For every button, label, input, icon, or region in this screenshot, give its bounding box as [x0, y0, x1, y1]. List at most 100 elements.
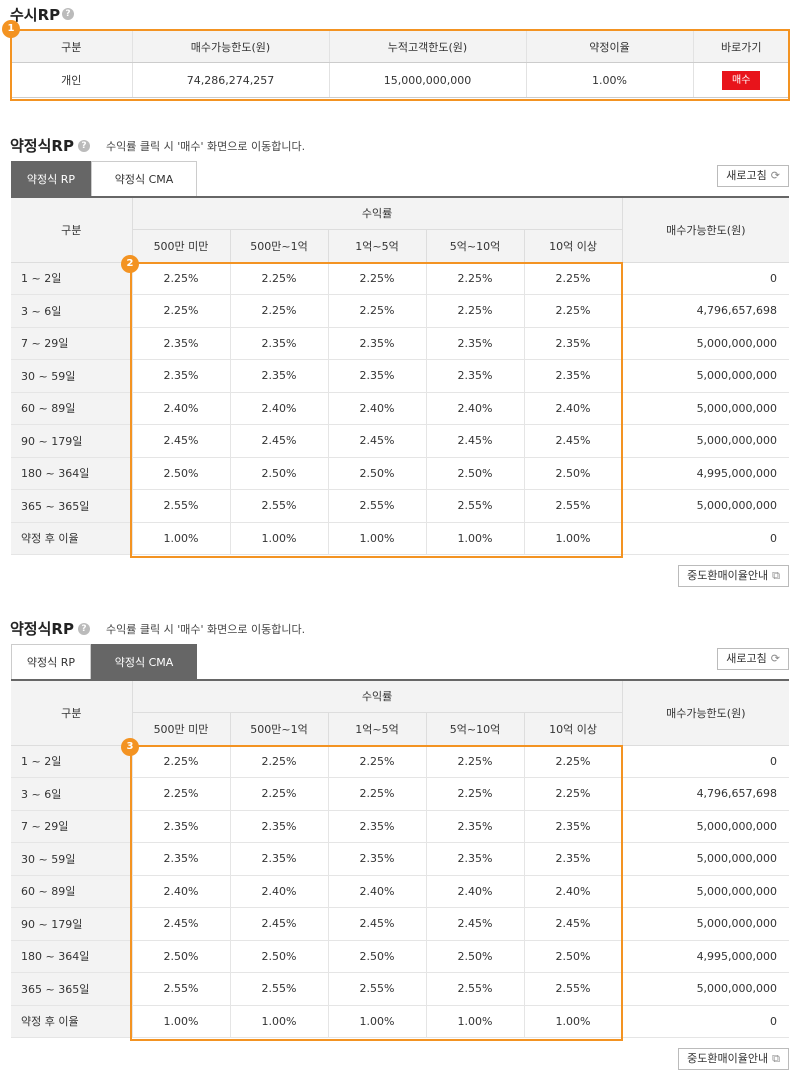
- rate-cell[interactable]: 2.50%: [131, 457, 230, 490]
- rate-cell[interactable]: 2.40%: [425, 875, 524, 908]
- help-icon[interactable]: ?: [78, 623, 90, 635]
- rate-cell[interactable]: 2.50%: [327, 457, 426, 490]
- rate-cell[interactable]: 2.55%: [229, 489, 328, 523]
- refresh-button[interactable]: 새로고침 ⟳: [717, 165, 789, 187]
- rate-cell[interactable]: 2.25%: [229, 777, 328, 811]
- rate-cell[interactable]: 1.00%: [327, 522, 426, 555]
- rate-cell[interactable]: 2.25%: [425, 294, 524, 328]
- rate-cell[interactable]: 2.45%: [523, 424, 623, 458]
- rate-cell[interactable]: 2.25%: [131, 777, 230, 811]
- rate-cell[interactable]: 2.25%: [327, 745, 426, 778]
- rate-cell[interactable]: 2.40%: [327, 875, 426, 908]
- rate-cell[interactable]: 2.25%: [229, 294, 328, 328]
- rate-cell[interactable]: 2.35%: [131, 327, 230, 360]
- rate-cell[interactable]: 2.40%: [523, 875, 623, 908]
- rate-cell[interactable]: 2.35%: [425, 327, 524, 360]
- rate-cell[interactable]: 2.35%: [131, 359, 230, 393]
- rate-cell[interactable]: 2.25%: [131, 294, 230, 328]
- rate-cell[interactable]: 1.00%: [523, 522, 623, 555]
- rate-cell[interactable]: 2.25%: [523, 777, 623, 811]
- rate-cell[interactable]: 2.55%: [229, 972, 328, 1006]
- rate-cell[interactable]: 2.25%: [131, 262, 230, 295]
- rate-cell[interactable]: 2.50%: [229, 940, 328, 973]
- rate-cell[interactable]: 2.35%: [425, 842, 524, 876]
- rate-cell[interactable]: 2.35%: [131, 810, 230, 843]
- early-redemption-rate-button[interactable]: 중도환매이율안내 ⧉: [678, 1048, 789, 1070]
- rate-cell[interactable]: 2.55%: [131, 489, 230, 523]
- help-icon[interactable]: ?: [62, 8, 74, 20]
- rate-cell[interactable]: 2.35%: [327, 810, 426, 843]
- rate-cell[interactable]: 2.50%: [523, 457, 623, 490]
- rate-cell[interactable]: 2.25%: [425, 777, 524, 811]
- rate-cell[interactable]: 2.35%: [523, 810, 623, 843]
- help-icon[interactable]: ?: [78, 140, 90, 152]
- rate-cell[interactable]: 2.25%: [327, 777, 426, 811]
- rate-cell[interactable]: 2.45%: [327, 907, 426, 941]
- rate-cell[interactable]: 2.35%: [229, 810, 328, 843]
- rate-cell[interactable]: 2.55%: [131, 972, 230, 1006]
- rate-cell[interactable]: 2.45%: [131, 424, 230, 458]
- rate-cell[interactable]: 2.45%: [523, 907, 623, 941]
- rate-cell[interactable]: 2.25%: [327, 262, 426, 295]
- tab-fixed-cma-rp[interactable]: 약정식 CMA RP: [91, 161, 197, 221]
- tab-fixed-cma-rp[interactable]: 약정식 CMA RP: [91, 644, 197, 704]
- rate-cell[interactable]: 2.35%: [327, 359, 426, 393]
- tab-fixed-rp[interactable]: 약정식 RP: [11, 161, 91, 196]
- rate-cell[interactable]: 1.00%: [131, 522, 230, 555]
- rate-cell[interactable]: 2.40%: [131, 875, 230, 908]
- rate-cell[interactable]: 2.35%: [229, 842, 328, 876]
- rate-cell[interactable]: 2.45%: [425, 424, 524, 458]
- rate-cell[interactable]: 2.55%: [425, 972, 524, 1006]
- rate-cell[interactable]: 2.35%: [425, 359, 524, 393]
- rate-cell[interactable]: 2.25%: [229, 262, 328, 295]
- rate-cell[interactable]: 2.35%: [523, 842, 623, 876]
- rate-cell[interactable]: 2.50%: [425, 940, 524, 973]
- rate-cell[interactable]: 2.25%: [425, 262, 524, 295]
- buy-button[interactable]: 매수: [722, 70, 761, 90]
- rate-cell[interactable]: 2.40%: [229, 875, 328, 908]
- rate-cell[interactable]: 2.25%: [523, 745, 623, 778]
- rate-cell[interactable]: 2.55%: [327, 489, 426, 523]
- rate-cell[interactable]: 2.25%: [523, 294, 623, 328]
- rate-cell[interactable]: 1.00%: [425, 522, 524, 555]
- rate-cell[interactable]: 2.40%: [327, 392, 426, 425]
- rate-cell[interactable]: 1.00%: [425, 1005, 524, 1038]
- rate-cell[interactable]: 2.55%: [523, 972, 623, 1006]
- rate-cell[interactable]: 2.40%: [425, 392, 524, 425]
- rate-cell[interactable]: 1.00%: [229, 1005, 328, 1038]
- rate-cell[interactable]: 2.25%: [229, 745, 328, 778]
- rate-cell[interactable]: 2.35%: [327, 327, 426, 360]
- rate-cell[interactable]: 2.50%: [131, 940, 230, 973]
- rate-cell[interactable]: 2.40%: [523, 392, 623, 425]
- rate-cell[interactable]: 1.00%: [131, 1005, 230, 1038]
- rate-cell[interactable]: 2.35%: [327, 842, 426, 876]
- rate-cell[interactable]: 2.55%: [425, 489, 524, 523]
- rate-cell[interactable]: 2.25%: [425, 745, 524, 778]
- rate-cell[interactable]: 2.50%: [425, 457, 524, 490]
- rate-cell[interactable]: 2.55%: [523, 489, 623, 523]
- rate-cell[interactable]: 2.55%: [327, 972, 426, 1006]
- rate-cell[interactable]: 2.45%: [229, 907, 328, 941]
- rate-cell[interactable]: 2.25%: [327, 294, 426, 328]
- rate-cell[interactable]: 1.00%: [327, 1005, 426, 1038]
- rate-cell[interactable]: 2.35%: [229, 359, 328, 393]
- rate-cell[interactable]: 2.45%: [425, 907, 524, 941]
- rate-cell[interactable]: 2.40%: [229, 392, 328, 425]
- rate-cell[interactable]: 2.50%: [523, 940, 623, 973]
- rate-cell[interactable]: 2.50%: [229, 457, 328, 490]
- rate-cell[interactable]: 2.35%: [523, 327, 623, 360]
- rate-cell[interactable]: 2.45%: [131, 907, 230, 941]
- rate-cell[interactable]: 2.35%: [523, 359, 623, 393]
- rate-cell[interactable]: 2.25%: [523, 262, 623, 295]
- rate-cell[interactable]: 2.50%: [327, 940, 426, 973]
- rate-cell[interactable]: 2.35%: [425, 810, 524, 843]
- rate-cell[interactable]: 2.35%: [131, 842, 230, 876]
- tab-fixed-rp[interactable]: 약정식 RP: [11, 644, 91, 679]
- rate-cell[interactable]: 2.40%: [131, 392, 230, 425]
- refresh-button[interactable]: 새로고침 ⟳: [717, 648, 789, 670]
- rate-cell[interactable]: 2.45%: [229, 424, 328, 458]
- rate-cell[interactable]: 2.45%: [327, 424, 426, 458]
- rate-cell[interactable]: 1.00%: [523, 1005, 623, 1038]
- rate-cell[interactable]: 2.35%: [229, 327, 328, 360]
- early-redemption-rate-button[interactable]: 중도환매이율안내 ⧉: [678, 565, 789, 587]
